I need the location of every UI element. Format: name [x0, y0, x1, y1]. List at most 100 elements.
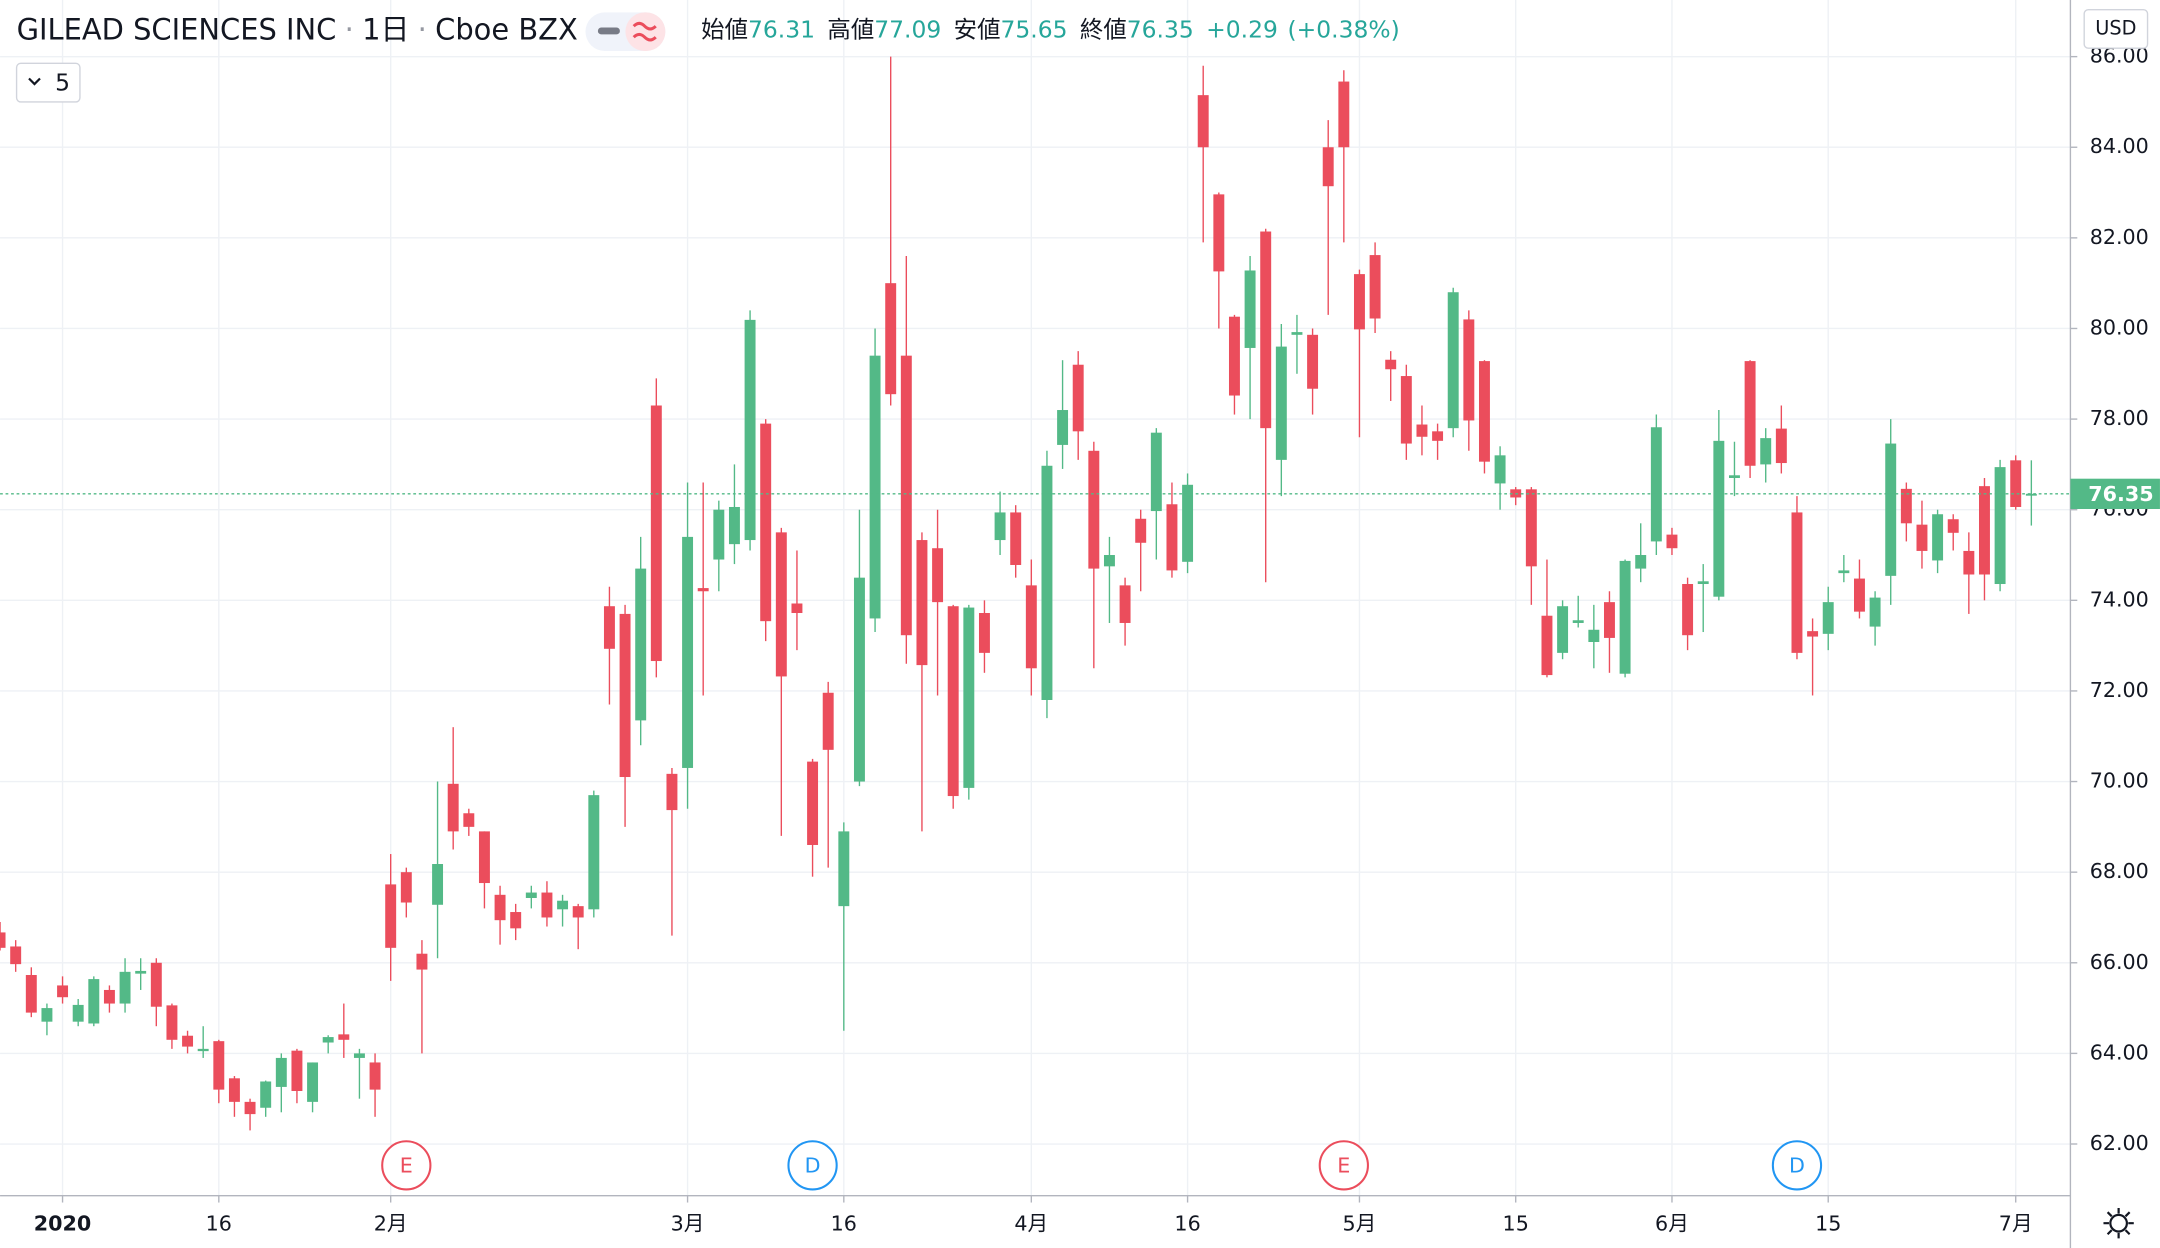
candle-body — [307, 1062, 319, 1102]
candle-body — [1775, 428, 1787, 464]
change-pct: (+0.38%) — [1288, 15, 1400, 43]
bars-setting-value: 5 — [55, 69, 70, 97]
event-label: D — [805, 1154, 821, 1178]
candle-body — [25, 975, 37, 1013]
candle-body — [1682, 584, 1694, 636]
x-tick-label: 16 — [831, 1212, 857, 1236]
event-marker — [1318, 1140, 1369, 1191]
candle-body — [619, 613, 631, 778]
candle-body — [291, 1050, 303, 1091]
candle-body — [822, 692, 834, 750]
candle-body — [213, 1041, 225, 1090]
candle-body — [1400, 376, 1412, 444]
candle-body — [728, 506, 740, 545]
low-label: 安値 — [954, 15, 1001, 43]
status-icons[interactable] — [585, 12, 666, 51]
candle-body — [1822, 602, 1834, 634]
candle-body — [1228, 316, 1240, 396]
chevron — [28, 77, 41, 86]
candle-body — [1963, 550, 1975, 575]
bars-setting[interactable]: 5 — [15, 62, 81, 103]
candle-body — [1135, 518, 1147, 543]
y-tick-label: 78.00 — [2090, 406, 2149, 430]
candle-body — [135, 970, 147, 974]
exchange: Cboe BZX — [435, 13, 578, 47]
candle-body — [541, 892, 553, 918]
candle-body — [1369, 255, 1381, 319]
candle-body — [447, 783, 459, 832]
candle-body — [1869, 597, 1881, 627]
symbol-line: GILEAD SCIENCES INC · 1日 · Cboe BZX — [17, 13, 578, 47]
candle-body — [1463, 319, 1475, 421]
time-axis-bg — [0, 1195, 2160, 1248]
candle-body — [1541, 615, 1553, 676]
ohlc-line: 始値76.31 高値77.09 安値75.65 終値76.35 +0.29 (+0.38%… — [701, 15, 1400, 43]
candle-body — [41, 1008, 53, 1022]
candle-body — [1057, 410, 1069, 445]
x-tick-label: 16 — [206, 1212, 232, 1236]
candle-body — [1447, 292, 1459, 429]
event-label: E — [1337, 1154, 1350, 1178]
candle-body — [166, 1005, 178, 1040]
candle-body — [1791, 512, 1803, 653]
candle-body — [1885, 443, 1897, 576]
close-label: 終値 — [1080, 15, 1127, 43]
candle-body — [994, 512, 1006, 541]
x-tick-label: 3月 — [671, 1212, 705, 1236]
candle-body — [1635, 555, 1647, 569]
candle-body — [635, 568, 647, 721]
candle-body — [1947, 519, 1959, 533]
candle-body — [1760, 438, 1772, 465]
candle-body — [1728, 475, 1740, 478]
y-tick-label: 62.00 — [2090, 1131, 2149, 1155]
currency-button[interactable]: USD — [2083, 8, 2149, 49]
x-tick-label: 4月 — [1014, 1212, 1048, 1236]
candle-body — [557, 900, 569, 910]
candle-body — [1979, 486, 1990, 575]
candle-body — [1385, 359, 1397, 370]
candle-body — [1666, 534, 1678, 549]
candle-body — [275, 1057, 287, 1087]
candle-body — [1072, 364, 1084, 432]
candle-body — [572, 906, 584, 918]
low-value: 75.65 — [1001, 15, 1068, 43]
candle-body — [322, 1037, 334, 1043]
event-marker — [381, 1140, 432, 1191]
candle-body — [119, 971, 131, 1004]
y-tick-label: 68.00 — [2090, 859, 2149, 883]
candle-body — [1260, 231, 1272, 429]
candle-body — [1916, 524, 1928, 551]
close-value: 76.35 — [1127, 15, 1194, 43]
candle-body — [525, 892, 537, 898]
candle-body — [1088, 450, 1100, 569]
candle-body — [1119, 585, 1131, 623]
candle-body — [775, 532, 787, 677]
y-tick-label: 70.00 — [2090, 769, 2149, 793]
candle-body — [1416, 424, 1428, 437]
candle-body — [1807, 631, 1819, 637]
candle-body — [588, 795, 600, 910]
bars-setting-box — [15, 62, 81, 103]
x-tick-label: 7月 — [1999, 1212, 2033, 1236]
candle-body — [228, 1078, 240, 1102]
currency-box — [2083, 8, 2149, 49]
candle-body — [1307, 334, 1319, 389]
candle-body — [1182, 484, 1194, 562]
candle-body — [510, 912, 522, 929]
candle-body — [182, 1035, 194, 1047]
candle-body — [0, 932, 6, 948]
candle-body — [1932, 514, 1944, 561]
settings-button[interactable] — [2103, 1208, 2134, 1239]
candle-body — [1103, 555, 1115, 567]
open-label: 始値 — [701, 15, 748, 43]
candle-body — [1588, 629, 1600, 643]
x-tick-label: 2020 — [34, 1212, 92, 1236]
candle-body — [150, 962, 162, 1007]
candle-body — [1619, 560, 1631, 674]
candle-body — [885, 283, 897, 395]
candle-body — [1010, 512, 1022, 565]
last-price-label: 76.35 — [2088, 482, 2153, 506]
icon-dash — [597, 27, 620, 35]
candle-body — [713, 509, 725, 560]
